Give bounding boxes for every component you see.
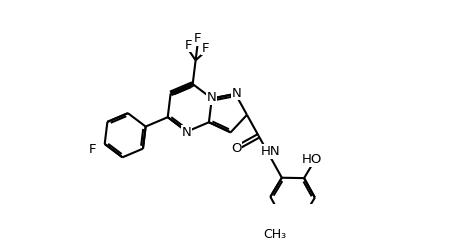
Text: F: F: [185, 39, 192, 52]
Text: F: F: [88, 143, 95, 156]
Text: N: N: [231, 87, 241, 99]
Text: N: N: [182, 126, 191, 139]
Text: N: N: [207, 91, 216, 104]
Text: CH₃: CH₃: [263, 228, 286, 238]
Text: HN: HN: [260, 145, 280, 158]
Text: F: F: [202, 42, 209, 55]
Text: O: O: [230, 142, 241, 155]
Text: F: F: [194, 33, 201, 45]
Text: HO: HO: [301, 153, 321, 166]
